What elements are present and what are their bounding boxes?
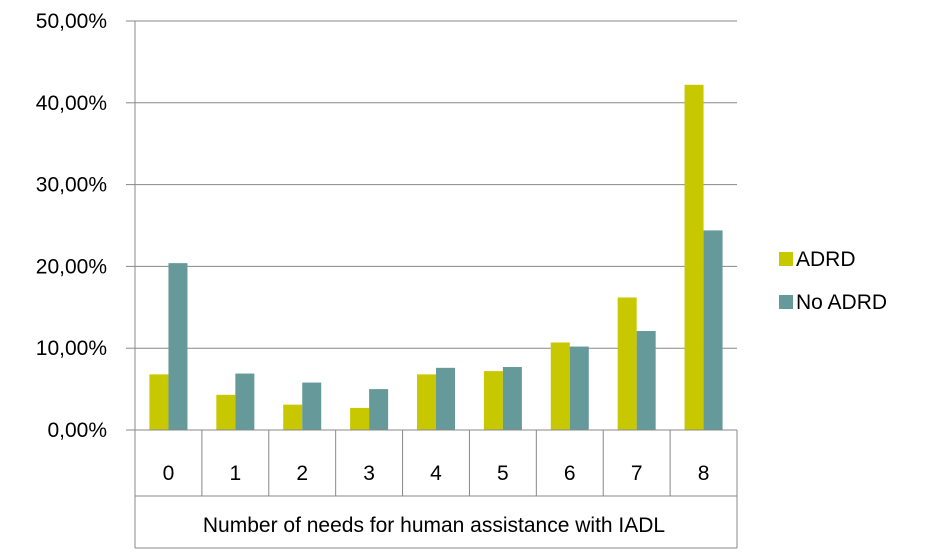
bar-no-adrd [235, 373, 255, 430]
y-tick-label: 10,00% [36, 337, 107, 360]
gridlines [135, 20, 737, 349]
bar-adrd [483, 371, 503, 430]
legend-label: No ADRD [796, 291, 887, 314]
y-tick-labels: 0,00% 10,00% 20,00% 30,00% 40,00% 50,00% [36, 10, 107, 442]
bars [149, 84, 723, 430]
y-tick-label: 50,00% [36, 10, 107, 33]
x-category-label: 3 [363, 462, 375, 485]
bar-no-adrd [369, 389, 389, 430]
y-tick-label: 30,00% [36, 174, 107, 197]
bar-no-adrd [569, 346, 589, 430]
bar-adrd [283, 404, 303, 430]
bar-adrd [550, 342, 570, 430]
bar-adrd [684, 84, 704, 430]
legend: ADRD No ADRD [779, 248, 887, 314]
bar-no-adrd [502, 367, 522, 430]
x-category-label: 8 [698, 462, 710, 485]
y-tick-label: 0,00% [47, 419, 107, 442]
bar-adrd [617, 297, 637, 430]
bar-no-adrd [636, 331, 656, 430]
x-category-label: 5 [497, 462, 509, 485]
x-category-labels: 0 1 2 3 4 5 6 7 8 [163, 462, 710, 485]
bar-no-adrd [168, 263, 188, 430]
x-category-label: 0 [163, 462, 175, 485]
legend-swatch [779, 252, 793, 266]
x-category-label: 1 [229, 462, 241, 485]
bar-no-adrd [302, 382, 322, 430]
x-axis-title: Number of needs for human assistance wit… [203, 514, 665, 537]
axes [126, 20, 738, 549]
bar-no-adrd [436, 367, 455, 430]
legend-label: ADRD [796, 248, 856, 271]
x-category-label: 7 [631, 462, 643, 485]
x-category-label: 6 [564, 462, 576, 485]
bar-adrd [350, 407, 370, 430]
y-tick-label: 40,00% [36, 92, 107, 115]
bar-adrd [417, 374, 436, 430]
x-category-label: 2 [296, 462, 308, 485]
bar-no-adrd [703, 230, 723, 430]
bar-adrd [216, 394, 236, 430]
bar-adrd [149, 374, 169, 430]
x-category-label: 4 [430, 462, 442, 485]
y-tick-label: 20,00% [36, 255, 107, 278]
legend-swatch [779, 295, 793, 309]
